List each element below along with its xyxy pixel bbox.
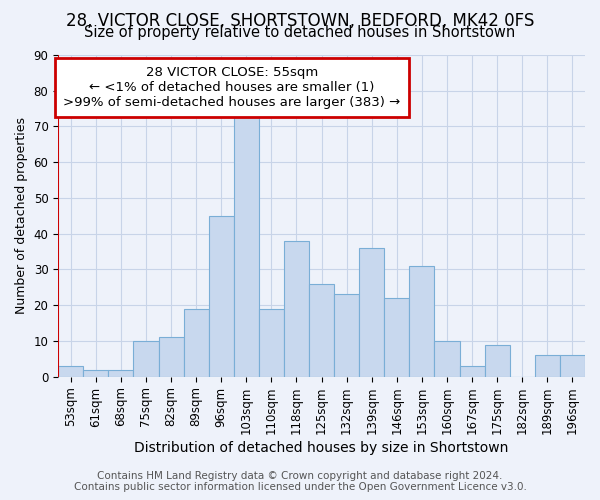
Bar: [535, 356, 560, 376]
Bar: [409, 266, 434, 376]
Bar: [485, 344, 510, 376]
Bar: [334, 294, 359, 376]
Bar: [209, 216, 234, 376]
Bar: [158, 338, 184, 376]
Y-axis label: Number of detached properties: Number of detached properties: [15, 118, 28, 314]
Bar: [58, 366, 83, 376]
Bar: [309, 284, 334, 376]
Bar: [109, 370, 133, 376]
Text: Size of property relative to detached houses in Shortstown: Size of property relative to detached ho…: [85, 25, 515, 40]
Bar: [560, 356, 585, 376]
Bar: [434, 341, 460, 376]
Bar: [83, 370, 109, 376]
Bar: [259, 309, 284, 376]
Text: 28 VICTOR CLOSE: 55sqm
← <1% of detached houses are smaller (1)
>99% of semi-det: 28 VICTOR CLOSE: 55sqm ← <1% of detached…: [64, 66, 401, 110]
Bar: [184, 309, 209, 376]
Text: 28, VICTOR CLOSE, SHORTSTOWN, BEDFORD, MK42 0FS: 28, VICTOR CLOSE, SHORTSTOWN, BEDFORD, M…: [66, 12, 534, 30]
Bar: [359, 248, 384, 376]
Bar: [384, 298, 409, 376]
Bar: [234, 116, 259, 376]
Text: Contains HM Land Registry data © Crown copyright and database right 2024.
Contai: Contains HM Land Registry data © Crown c…: [74, 471, 526, 492]
Bar: [284, 241, 309, 376]
Bar: [133, 341, 158, 376]
Bar: [460, 366, 485, 376]
X-axis label: Distribution of detached houses by size in Shortstown: Distribution of detached houses by size …: [134, 441, 509, 455]
